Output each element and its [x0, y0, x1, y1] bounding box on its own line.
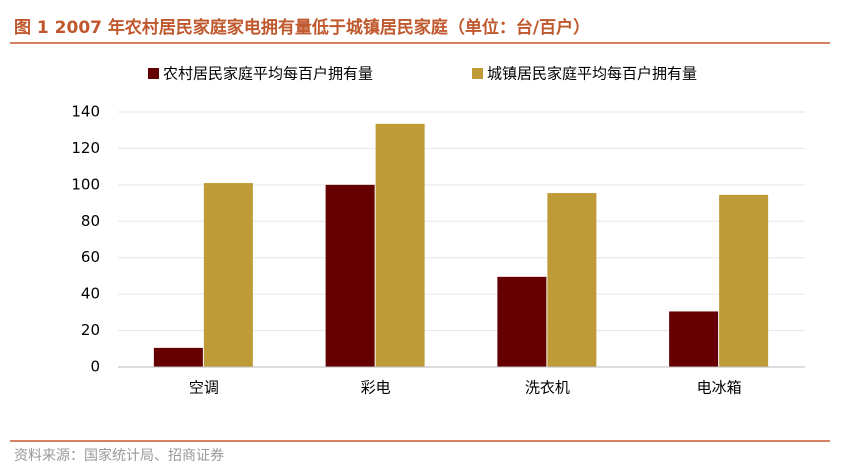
y-tick-label: 60 [81, 248, 100, 266]
y-tick-label: 0 [90, 358, 100, 376]
bar [375, 123, 425, 367]
x-tick-label: 电冰箱 [697, 379, 742, 397]
x-tick-label: 洗衣机 [525, 379, 570, 397]
bar [497, 276, 547, 367]
y-tick-label: 140 [71, 103, 100, 121]
x-tick-label: 彩电 [361, 379, 391, 397]
bar [203, 183, 253, 367]
legend-label: 城镇居民家庭平均每百户拥有量 [487, 65, 697, 83]
bar [719, 194, 769, 367]
y-tick-label: 80 [81, 212, 100, 230]
legend-swatch [472, 68, 483, 79]
legend-label: 农村居民家庭平均每百户拥有量 [163, 65, 373, 83]
y-tick-label: 120 [71, 139, 100, 157]
bar [547, 193, 597, 367]
source: 资料来源：国家统计局、招商证券 [14, 447, 224, 464]
bar [325, 184, 375, 367]
bar [153, 347, 203, 367]
y-tick-label: 100 [71, 175, 100, 193]
chart-title: 图 1 2007 年农村居民家庭家电拥有量低于城镇居民家庭（单位：台/百户） [14, 17, 590, 38]
bar [669, 311, 719, 367]
legend-swatch [148, 68, 159, 79]
y-tick-label: 40 [81, 285, 100, 303]
y-tick-label: 20 [81, 321, 100, 339]
x-tick-label: 空调 [189, 379, 219, 397]
